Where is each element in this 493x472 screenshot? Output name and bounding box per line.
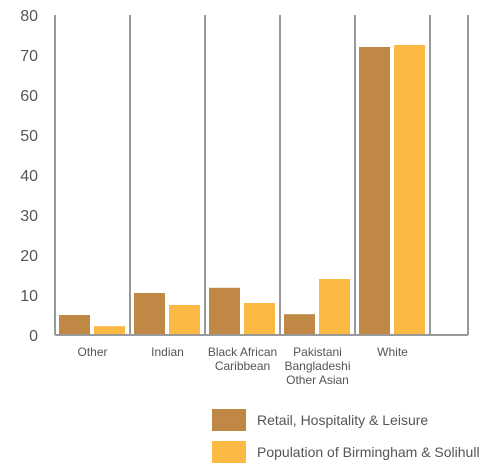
y-tick-label: 10: [20, 288, 38, 305]
legend-swatch-population: [212, 441, 246, 463]
bar-series0-cat2: [209, 287, 240, 335]
y-tick-label: 50: [20, 128, 38, 145]
bars: [59, 45, 425, 335]
legend-swatch-retail: [212, 409, 246, 431]
bar-series1-cat3: [319, 279, 350, 335]
x-category-label: Indian: [151, 345, 184, 359]
vertical-gridlines: [54, 15, 469, 335]
x-axis-labels: Other Indian Black African CaribbeanPakista…: [77, 345, 408, 387]
y-tick-label: 40: [20, 168, 38, 185]
legend: Retail, Hospitality & Leisure Population…: [212, 408, 480, 472]
legend-label-retail: Retail, Hospitality & Leisure: [257, 412, 429, 428]
x-category-label: White: [377, 345, 408, 359]
y-tick-label: 20: [20, 248, 38, 265]
legend-item-retail: Retail, Hospitality & Leisure: [212, 408, 480, 432]
legend-item-population: Population of Birmingham & Solihull: [212, 440, 480, 464]
y-tick-label: 60: [20, 88, 38, 105]
bar-series1-cat2: [244, 303, 275, 335]
bar-series1-cat1: [169, 305, 200, 335]
bar-series0-cat1: [134, 293, 165, 335]
bar-series0-cat0: [59, 315, 90, 335]
y-axis: 0 10 20 30 40 50 60 70 80: [20, 8, 38, 345]
bar-series0-cat3: [284, 314, 315, 335]
x-category-label: Other: [77, 345, 107, 359]
y-tick-label: 0: [29, 328, 38, 345]
bar-chart: 0 10 20 30 40 50 60 70 80 Other Indian Black Afric…: [20, 8, 469, 387]
bar-series1-cat4: [394, 45, 425, 335]
legend-label-population: Population of Birmingham & Solihull: [257, 444, 480, 460]
x-category-label: Black African Caribbean: [208, 345, 277, 373]
y-tick-label: 70: [20, 48, 38, 65]
x-category-label: Pakistani Bangladeshi Other Asian: [284, 345, 350, 387]
bar-series1-cat0: [94, 326, 125, 335]
y-tick-label: 30: [20, 208, 38, 225]
y-tick-label: 80: [20, 8, 38, 25]
bar-series0-cat4: [359, 47, 390, 335]
